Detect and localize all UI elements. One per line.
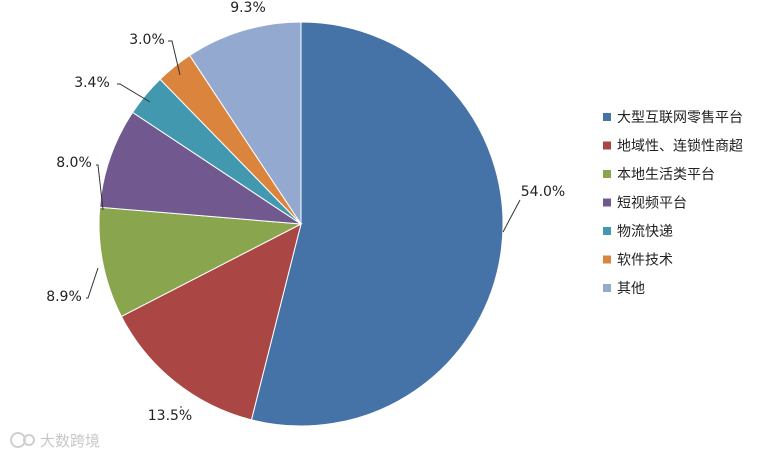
- leader-line-6: [168, 40, 181, 76]
- leader-line-3: [86, 267, 99, 299]
- pie-slice-4: [99, 111, 302, 225]
- legend-swatch-4: [603, 198, 611, 207]
- legend-swatch-7: [603, 284, 611, 292]
- legend-label-3: 本地生活类平台: [617, 167, 715, 183]
- pie-slice-3: [98, 206, 303, 318]
- data-label-1: 54.0%: [521, 184, 565, 200]
- data-label-3: 8.9%: [46, 289, 82, 305]
- data-labels: 54.0% 13.5% 8.9% 8.0% 3.4% 3.0% 9.3%: [46, 0, 565, 424]
- leader-line-1: [502, 199, 521, 233]
- legend-label-2: 地域性、连锁性商超: [617, 139, 743, 155]
- data-label-2: 13.5%: [148, 408, 192, 424]
- legend-swatch-2: [603, 141, 611, 150]
- pie-slices: [98, 21, 504, 427]
- pie-slice-2: [120, 223, 302, 421]
- legend-swatch-6: [603, 255, 611, 264]
- legend-swatch-5: [603, 227, 611, 235]
- data-label-4: 8.0%: [56, 155, 92, 171]
- leader-lines: [86, 40, 521, 408]
- pie-slice-7: [188, 21, 302, 226]
- legend-label-5: 物流快递: [617, 224, 673, 240]
- watermark-text: 大数跨境: [40, 432, 100, 450]
- legend-label-7: 其他: [617, 281, 645, 297]
- watermark-logo-icon: [10, 432, 35, 448]
- watermark: 大数跨境: [10, 432, 100, 450]
- leader-line-4: [96, 164, 104, 211]
- leader-line-5: [117, 83, 151, 103]
- legend-label-4: 短视频平台: [617, 196, 687, 212]
- pie-slice-1: [250, 21, 504, 427]
- legend-swatch-3: [603, 170, 611, 178]
- data-label-6: 3.0%: [129, 32, 165, 48]
- legend-label-6: 软件技术: [617, 253, 673, 269]
- data-label-5: 3.4%: [74, 75, 110, 91]
- legend-swatch-1: [603, 113, 611, 121]
- data-label-7: 9.3%: [230, 0, 266, 16]
- legend-label-1: 大型互联网零售平台: [617, 110, 743, 126]
